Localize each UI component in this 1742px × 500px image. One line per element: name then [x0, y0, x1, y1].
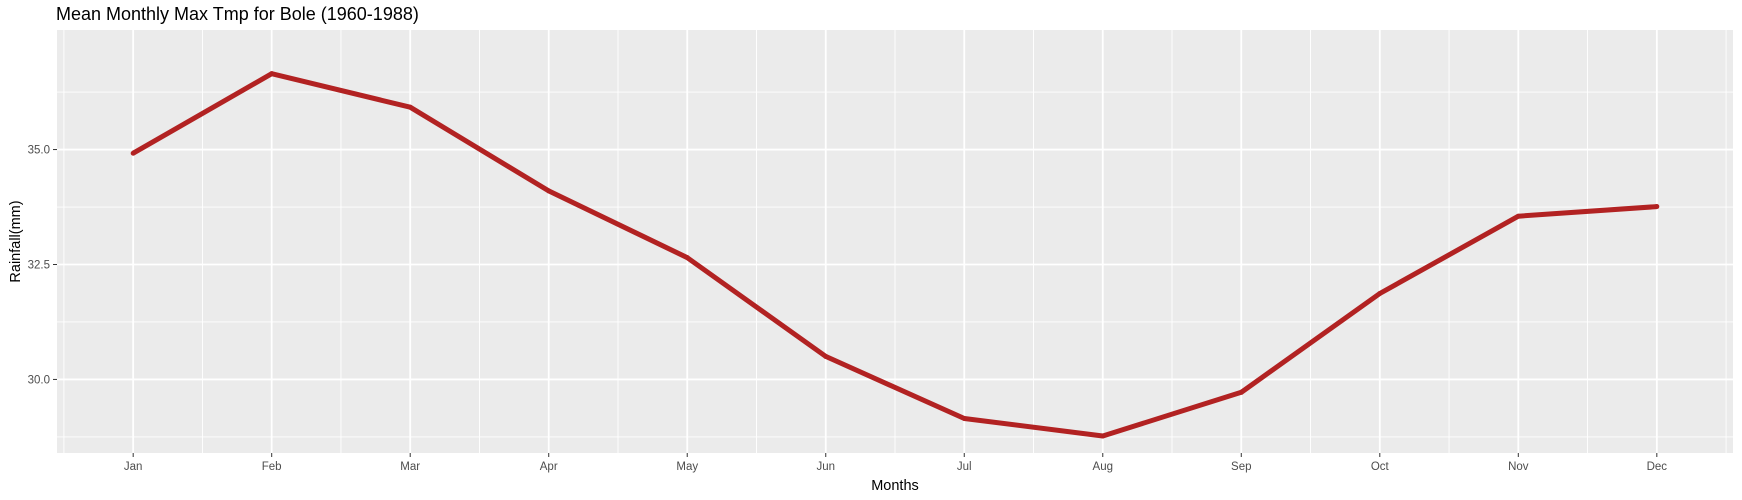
grid-minor — [57, 30, 1733, 453]
x-tick-label: Feb — [262, 461, 282, 473]
y-axis-title: Rainfall(mm) — [8, 200, 24, 282]
y-tick-label: 35.0 — [28, 145, 50, 157]
x-tick-label: Mar — [400, 461, 420, 473]
x-tick-label: Apr — [540, 461, 558, 473]
x-axis-title: Months — [871, 478, 919, 494]
data-point — [1238, 389, 1244, 395]
x-tick-label: Nov — [1508, 461, 1529, 473]
data-point — [684, 255, 690, 261]
data-point — [1654, 204, 1660, 210]
y-tick-label: 30.0 — [28, 374, 50, 386]
x-tick-label: Oct — [1371, 461, 1390, 473]
x-tick-label: Sep — [1231, 461, 1251, 473]
data-point — [1515, 213, 1521, 219]
data-point — [1377, 290, 1383, 296]
series-line — [131, 71, 1657, 439]
data-point — [961, 416, 967, 422]
data-point — [407, 104, 413, 110]
data-point — [546, 188, 552, 194]
x-tick-label: Jul — [957, 461, 972, 473]
data-point — [269, 71, 275, 77]
grid-major — [57, 30, 1733, 453]
x-tick-label: Jun — [816, 461, 835, 473]
y-axis: 30.0 32.5 35.0 — [28, 145, 57, 386]
chart-title: Mean Monthly Max Tmp for Bole (1960-1988… — [56, 4, 419, 24]
y-tick-label: 32.5 — [28, 259, 50, 271]
x-tick-label: Jan — [124, 461, 143, 473]
data-point — [130, 150, 136, 156]
x-axis: Jan Feb Mar Apr May Jun Jul Aug Sep Oct Nov Dec — [124, 453, 1667, 473]
data-point — [1100, 433, 1106, 439]
x-tick-label: Dec — [1647, 461, 1668, 473]
x-tick-label: Aug — [1093, 461, 1113, 473]
data-point — [823, 353, 829, 359]
x-tick-label: May — [676, 461, 698, 473]
